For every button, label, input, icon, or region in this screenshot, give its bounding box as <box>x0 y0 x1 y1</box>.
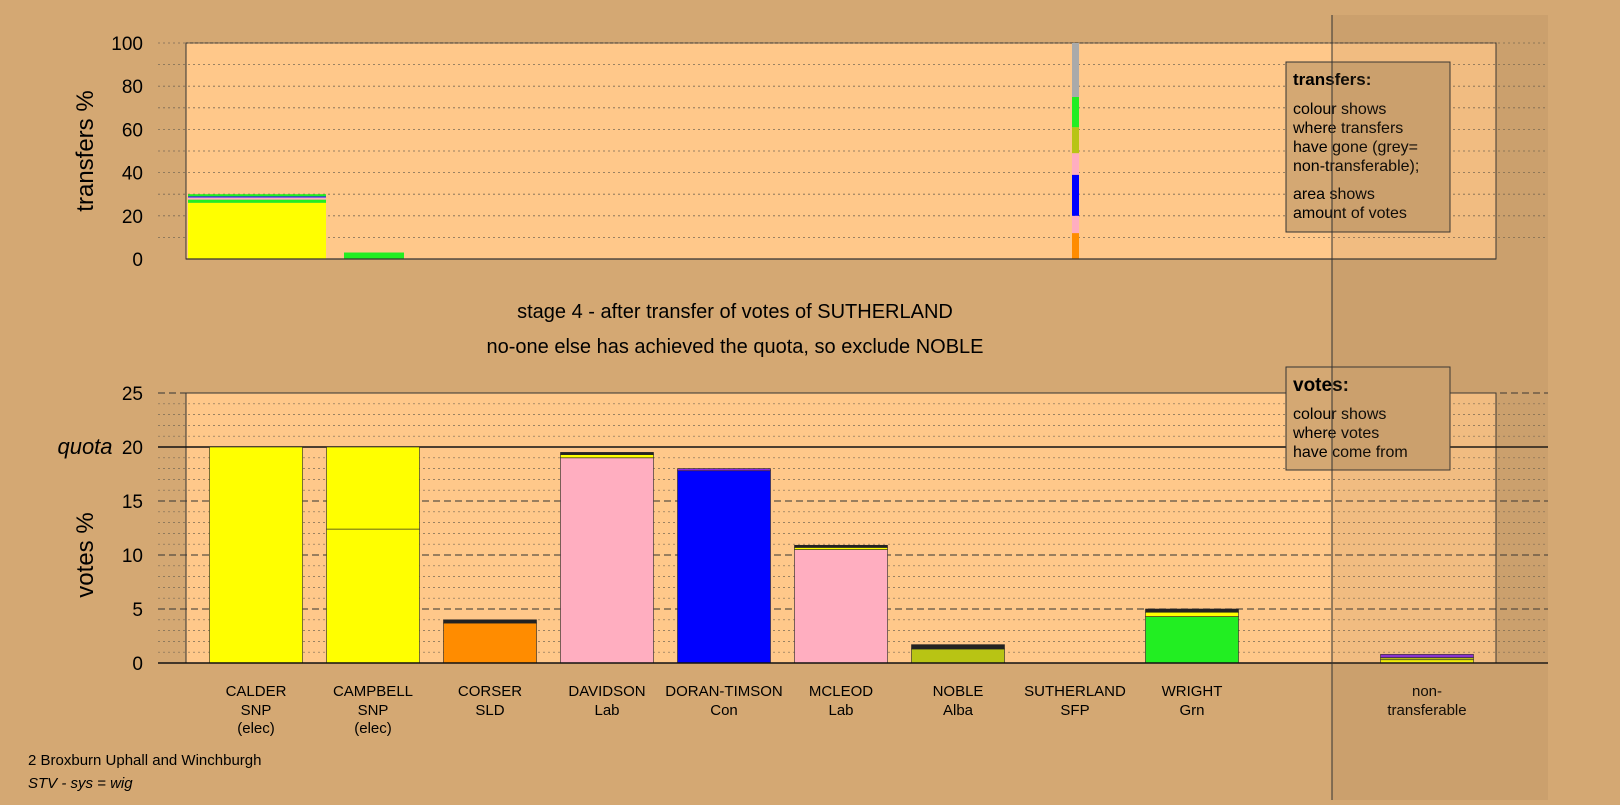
vote-bar-segment <box>326 446 420 530</box>
vote-bar-segment <box>560 454 654 459</box>
stage-title: stage 4 - after transfer of votes of SUT… <box>517 301 953 323</box>
transfers-tick-label: 80 <box>122 77 143 98</box>
candidate-party-label: Grn <box>1179 702 1204 719</box>
votes-legend-line: have come from <box>1293 444 1408 461</box>
vote-bar-segment <box>1380 654 1474 658</box>
candidate-name-label: CALDER <box>226 683 287 700</box>
transfers-legend-line: amount of votes <box>1293 205 1407 222</box>
vote-bar-segment <box>911 648 1005 664</box>
quota-label: quota <box>57 434 112 459</box>
transfer-bar-segment <box>188 196 326 198</box>
transfer-bar-segment <box>344 252 404 259</box>
vote-bar-segment <box>794 547 888 550</box>
candidate-party-label: SLD <box>475 702 504 719</box>
votes-tick-label: 5 <box>132 600 143 621</box>
transfers-tick-label: 100 <box>111 34 143 55</box>
candidate-name-label: CORSER <box>458 683 522 700</box>
transfer-bar-segment <box>1072 174 1079 216</box>
footer-system-label: STV - sys = wig <box>28 775 133 792</box>
transfer-bar-segment <box>1072 97 1079 128</box>
transfers-legend-line: colour shows <box>1293 101 1386 118</box>
nontransferable-shade <box>1332 15 1548 800</box>
transfers-legend-line: where transfers <box>1292 120 1403 137</box>
candidate-name-label: non- <box>1412 683 1442 700</box>
votes-legend-line: colour shows <box>1293 406 1386 423</box>
candidate-party-label: Con <box>710 702 738 719</box>
candidate-party-label: Lab <box>828 702 853 719</box>
vote-bar-segment <box>677 470 771 664</box>
transfers-tick-label: 20 <box>122 207 143 228</box>
transfer-bar-segment <box>1072 127 1079 154</box>
transfer-bar-segment <box>1072 153 1079 175</box>
transfers-legend-line: area shows <box>1293 186 1375 203</box>
candidate-party-label: transferable <box>1387 702 1466 719</box>
vote-bar-segment <box>911 644 1005 650</box>
vote-bar-segment <box>1145 616 1239 664</box>
transfer-bar-segment <box>188 197 326 200</box>
votes-tick-label: 20 <box>122 438 143 459</box>
vote-bar-segment <box>560 457 654 664</box>
transfers-legend-line: non-transferable); <box>1293 158 1419 175</box>
candidate-name-label: DORAN-TIMSON <box>665 683 783 700</box>
footer-ward-label: 2 Broxburn Uphall and Winchburgh <box>28 752 261 769</box>
candidate-status-label: (elec) <box>354 720 392 737</box>
vote-bar-segment <box>326 528 420 664</box>
candidate-party-label: SNP <box>241 702 272 719</box>
candidate-party-label: SFP <box>1060 702 1089 719</box>
candidate-party-label: Lab <box>594 702 619 719</box>
candidate-name-label: MCLEOD <box>809 683 873 700</box>
transfer-bar-segment <box>1072 215 1079 234</box>
candidate-name-label: NOBLE <box>933 683 984 700</box>
transfers-legend-box <box>1285 61 1451 233</box>
candidate-name-label: DAVIDSON <box>568 683 645 700</box>
candidate-name-label: WRIGHT <box>1162 683 1223 700</box>
transfer-bar-segment <box>188 202 326 259</box>
candidate-name-label: CAMPBELL <box>333 683 413 700</box>
candidate-party-label: SNP <box>358 702 389 719</box>
stage-subtitle: no-one else has achieved the quota, so e… <box>487 336 984 358</box>
transfers-tick-label: 40 <box>122 164 143 185</box>
transfer-bar-segment <box>188 199 326 203</box>
transfer-bar-segment <box>1072 43 1079 97</box>
transfer-bar-segment <box>1072 233 1079 259</box>
votes-legend-title: votes: <box>1293 375 1349 396</box>
vote-bar-segment <box>794 544 888 548</box>
vote-bar-segment <box>443 622 537 664</box>
vote-bar-segment <box>677 468 771 472</box>
votes-axis-label: votes % <box>72 512 99 597</box>
vote-bar-segment <box>1145 611 1239 617</box>
transfers-legend-line: have gone (grey= <box>1293 139 1418 156</box>
vote-bar-segment <box>560 452 654 455</box>
votes-tick-label: 25 <box>122 384 143 405</box>
votes-tick-label: 0 <box>132 654 143 675</box>
vote-bar-segment <box>794 549 888 664</box>
vote-bar-segment <box>209 446 303 664</box>
votes-legend-box <box>1285 366 1451 471</box>
transfers-axis-label: transfers % <box>72 90 99 211</box>
votes-legend-line: where votes <box>1292 425 1379 442</box>
candidate-name-label: SUTHERLAND <box>1024 683 1126 700</box>
vote-bar-segment <box>1145 608 1239 613</box>
transfers-tick-label: 0 <box>132 250 143 271</box>
candidate-party-label: Alba <box>943 702 974 719</box>
vote-bar-segment <box>443 619 537 624</box>
candidate-status-label: (elec) <box>237 720 275 737</box>
votes-tick-label: 10 <box>122 546 143 567</box>
transfers-tick-label: 60 <box>122 120 143 141</box>
transfer-bar-segment <box>188 194 326 197</box>
votes-tick-label: 15 <box>122 492 143 513</box>
